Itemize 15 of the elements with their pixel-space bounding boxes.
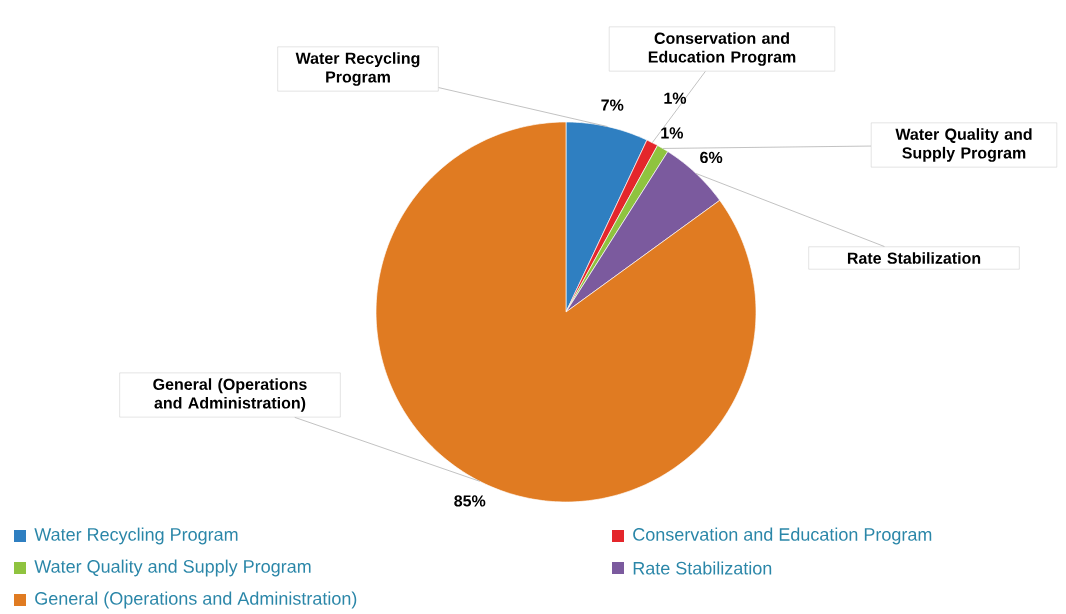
- legend-label: General (Operations and Administration): [35, 591, 357, 609]
- slice-label: Rate Stabilization: [847, 252, 981, 264]
- data-label: 6%: [700, 151, 723, 164]
- slice-label: Conservation and Education Program: [648, 32, 796, 66]
- data-label: 1%: [664, 92, 687, 104]
- legend-label: Water Quality and Supply Program: [34, 559, 311, 577]
- legend-label: Conservation and Education Program: [633, 527, 932, 545]
- data-label: 85%: [454, 495, 486, 507]
- data-label: 1%: [661, 127, 684, 139]
- legend-label: Water Recycling Program: [34, 527, 238, 545]
- data-label: 7%: [601, 99, 624, 111]
- category-label: Water Recycling Program: [295, 52, 420, 86]
- category-label: Water Quality and Supply Program: [895, 128, 1032, 162]
- legend-label: Rate Stabilization: [633, 561, 772, 575]
- slice-label: General (Operations and Administration): [153, 378, 307, 412]
